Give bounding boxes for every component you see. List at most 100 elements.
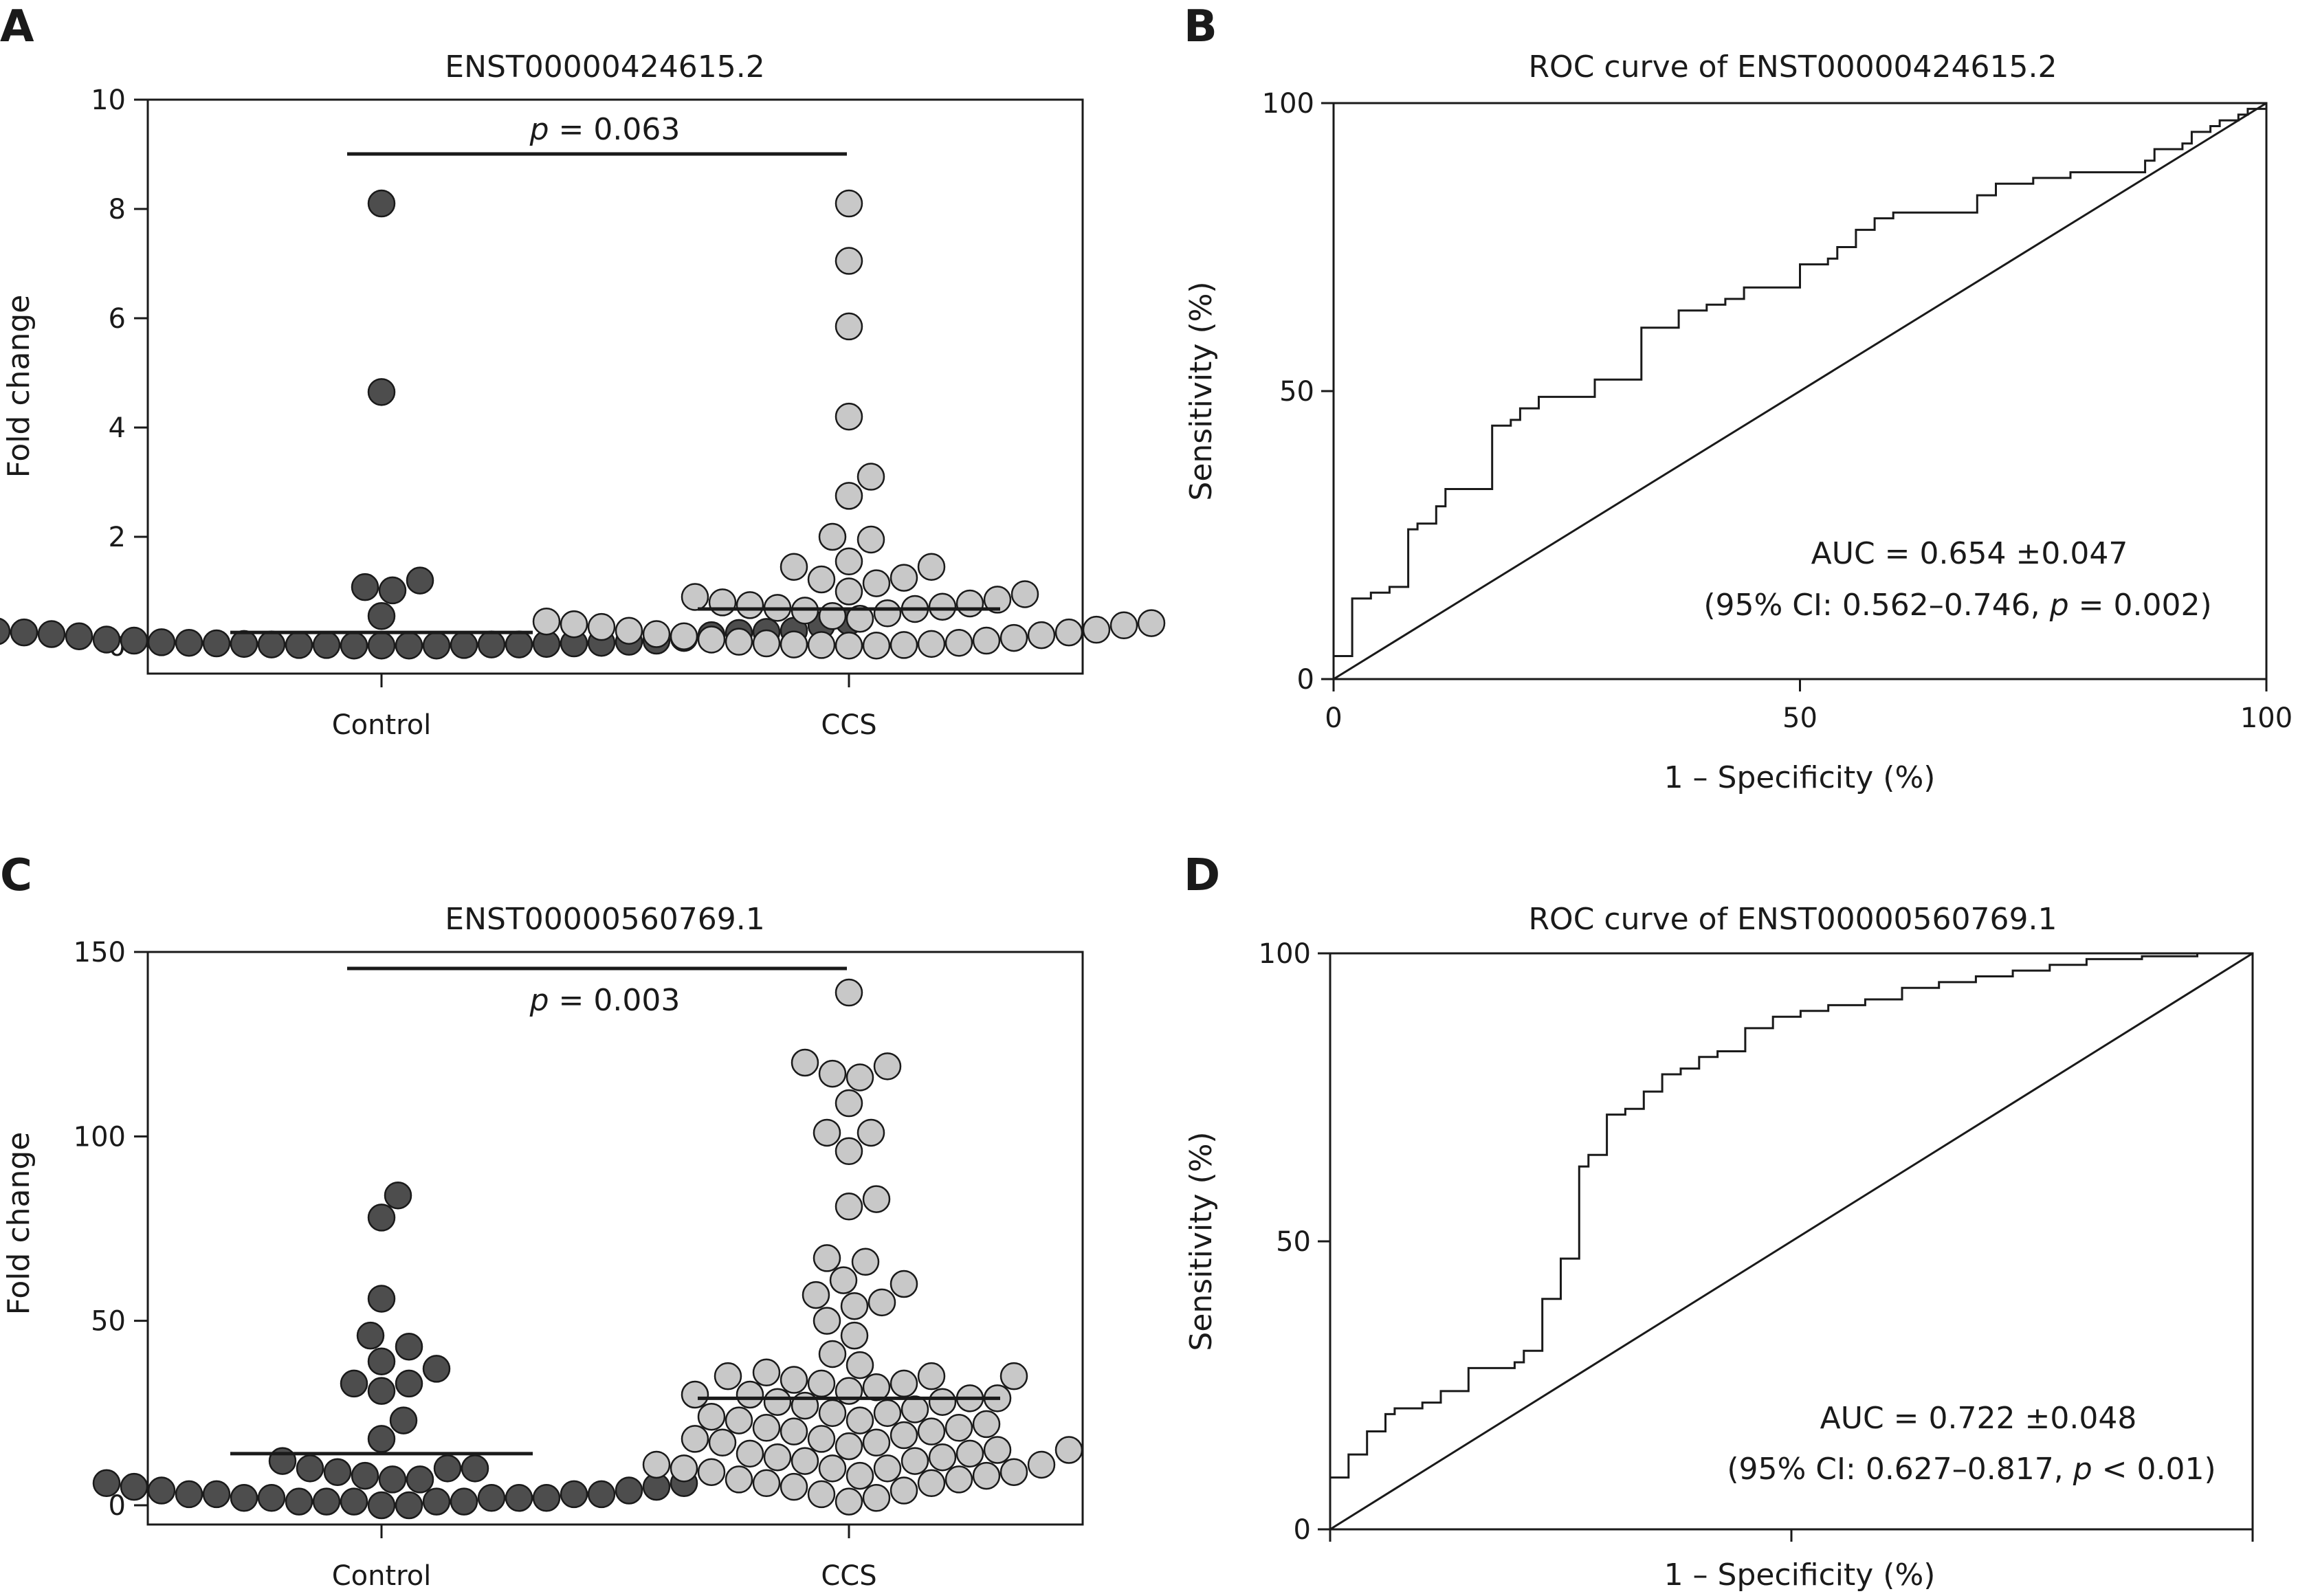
data-point xyxy=(835,247,863,275)
data-point xyxy=(999,1458,1028,1486)
panel-letter-d: D xyxy=(1184,850,1220,901)
data-point xyxy=(752,1414,781,1442)
data-point xyxy=(983,1436,1012,1464)
y-tick-label: 50 xyxy=(1276,1226,1311,1258)
data-point xyxy=(890,631,918,659)
data-point xyxy=(840,1292,869,1320)
data-point xyxy=(708,588,737,617)
data-point xyxy=(587,612,616,641)
data-point xyxy=(835,631,863,660)
data-point xyxy=(873,1454,902,1483)
data-point xyxy=(818,522,847,551)
panel-a-data-points xyxy=(0,189,1166,660)
data-point xyxy=(1027,621,1056,650)
panel-a-fold-change-chart: A ENST00000424615.2 Fold change 0246810 … xyxy=(0,1,1166,741)
data-point xyxy=(532,1484,561,1512)
x-tick-label: 100 xyxy=(2240,702,2293,734)
data-point xyxy=(230,1484,258,1512)
p-value-text: = 0.063 xyxy=(549,112,681,147)
y-tick-label: 50 xyxy=(91,1306,126,1338)
data-point xyxy=(697,1458,726,1486)
ci-after: < 0.01) xyxy=(2092,1452,2216,1487)
data-point xyxy=(736,1439,764,1468)
data-point xyxy=(395,1332,423,1361)
data-point xyxy=(791,1447,819,1475)
data-point xyxy=(999,1362,1028,1390)
data-point xyxy=(736,1380,764,1409)
panel-c-median-lines xyxy=(230,1396,1000,1456)
y-tick-label: 100 xyxy=(1262,88,1314,120)
data-point xyxy=(642,1450,671,1479)
data-point xyxy=(813,1244,841,1272)
data-point xyxy=(367,189,396,218)
data-point xyxy=(340,1369,368,1398)
data-point xyxy=(862,1484,891,1512)
panel-c-fold-change-chart: C ENST00000560769.1 Fold change 05010015… xyxy=(0,850,1084,1592)
data-point xyxy=(422,631,451,660)
data-point xyxy=(917,1417,946,1445)
data-point xyxy=(802,1281,830,1309)
data-point xyxy=(999,623,1028,652)
data-point xyxy=(873,599,902,628)
data-point xyxy=(917,1469,946,1498)
data-point xyxy=(296,1454,324,1483)
panel-c-category-labels: Control CCS xyxy=(332,1525,877,1592)
panel-a-plot-frame xyxy=(146,98,1084,675)
data-point xyxy=(901,1447,929,1475)
panel-b-ci-text: (95% CI: 0.562–0.746, p = 0.002) xyxy=(1703,588,2211,623)
data-point xyxy=(367,1347,396,1375)
data-point xyxy=(560,1480,588,1509)
data-point xyxy=(37,620,66,648)
y-tick-label: 2 xyxy=(109,522,126,553)
data-point xyxy=(890,1369,918,1398)
data-point xyxy=(395,631,423,660)
data-point xyxy=(846,1406,874,1434)
data-point xyxy=(807,1369,836,1398)
data-point xyxy=(972,626,1001,655)
data-point xyxy=(351,573,379,601)
data-point xyxy=(835,1193,863,1221)
panel-b-x-axis-label: 1 – Specificity (%) xyxy=(1664,760,1936,795)
data-point xyxy=(835,312,863,341)
data-point xyxy=(857,525,885,554)
data-point xyxy=(340,631,368,660)
data-point xyxy=(367,378,396,406)
panel-b-y-axis-label: Sensitivity (%) xyxy=(1184,281,1219,500)
data-point xyxy=(862,631,891,660)
data-point xyxy=(851,1248,880,1276)
data-point xyxy=(285,1487,313,1516)
y-tick-label: 8 xyxy=(109,194,126,225)
data-point xyxy=(230,630,258,658)
panel-d-axis-ticks: 0 50 100 xyxy=(1259,938,2254,1546)
data-point xyxy=(340,1487,368,1516)
data-point xyxy=(829,1266,858,1294)
data-point xyxy=(422,1487,451,1516)
data-point xyxy=(461,1454,489,1483)
data-point xyxy=(818,1399,847,1428)
data-point xyxy=(944,1465,973,1494)
panel-letter-c: C xyxy=(0,850,32,901)
data-point xyxy=(367,1204,396,1232)
data-point xyxy=(285,631,313,659)
data-point xyxy=(807,565,836,594)
data-point xyxy=(835,1487,863,1516)
panel-b-roc-curve xyxy=(1334,107,2266,657)
panel-d-roc-chart: D ROC curve of ENST00000560769.1 Sensiti… xyxy=(1184,850,2254,1593)
data-point xyxy=(120,1472,148,1501)
data-point xyxy=(367,1285,396,1313)
data-point xyxy=(0,617,11,645)
data-point xyxy=(10,618,38,647)
data-point xyxy=(725,628,753,656)
data-point xyxy=(813,1307,841,1335)
data-point xyxy=(681,583,709,611)
data-point xyxy=(780,553,808,581)
data-point xyxy=(917,1362,946,1390)
panel-b-title: ROC curve of ENST00000424615.2 xyxy=(1528,49,2057,85)
data-point xyxy=(813,1118,841,1147)
data-point xyxy=(450,631,478,659)
data-point xyxy=(818,1340,847,1368)
data-point xyxy=(1082,615,1111,644)
y-tick-label: 100 xyxy=(1259,938,1311,970)
data-point xyxy=(670,1454,698,1483)
